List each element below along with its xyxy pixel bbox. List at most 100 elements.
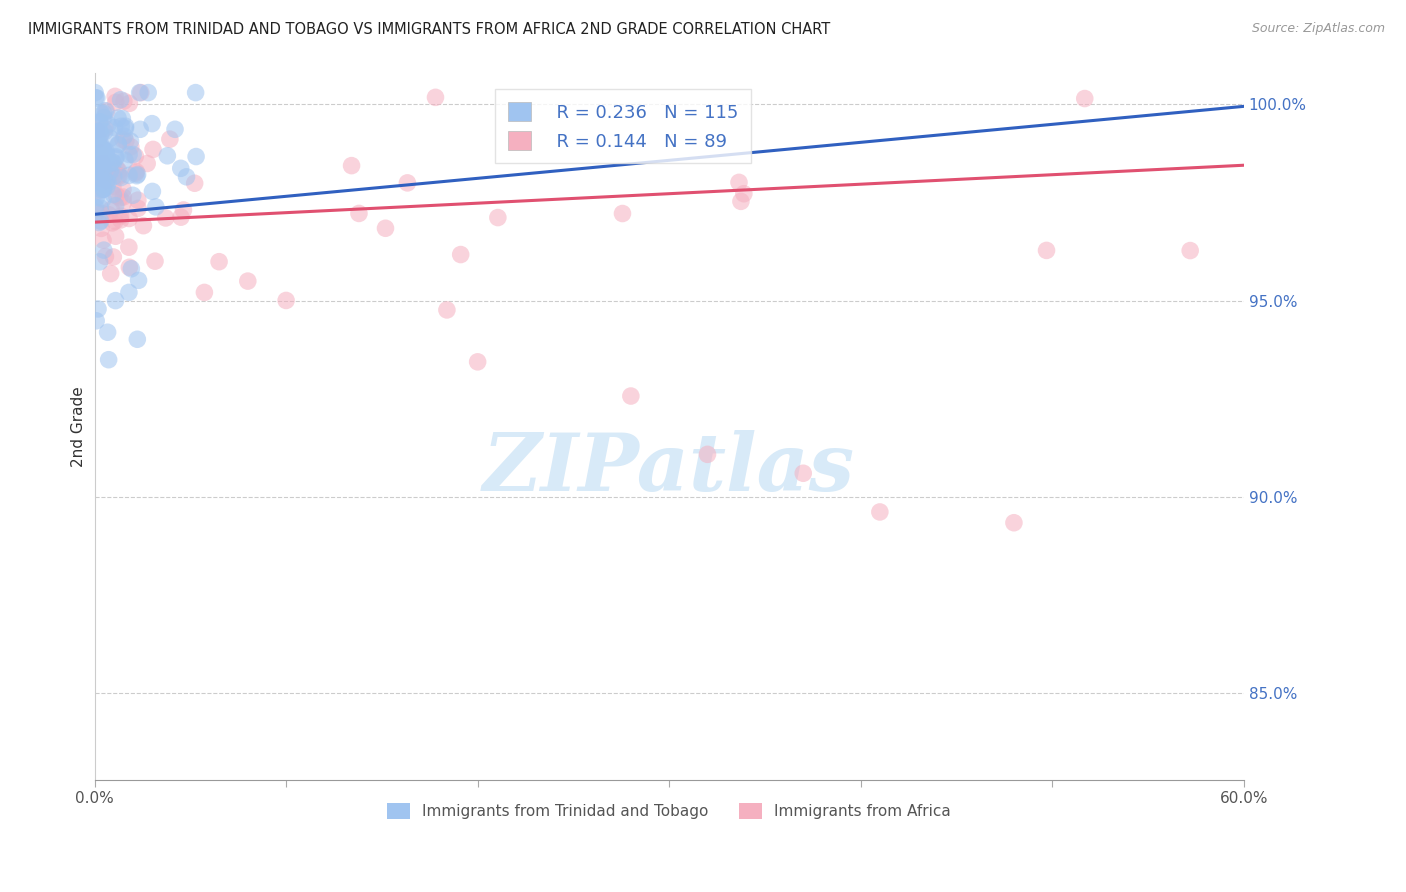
Point	[176, 169, 198, 184]
Point	[104, 120, 127, 135]
Point	[118, 285, 141, 300]
Point	[96, 174, 118, 188]
Point	[91, 156, 114, 170]
Point	[100, 156, 122, 170]
Point	[86, 184, 108, 198]
Point	[89, 201, 111, 215]
Y-axis label: 2nd Grade: 2nd Grade	[72, 386, 86, 467]
Point	[96, 152, 118, 166]
Point	[127, 168, 149, 182]
Point	[93, 182, 115, 196]
Point	[112, 195, 135, 210]
Point	[612, 206, 634, 220]
Point	[1035, 244, 1057, 258]
Point	[340, 159, 363, 173]
Point	[94, 121, 117, 136]
Point	[100, 202, 122, 217]
Point	[91, 165, 114, 179]
Point	[172, 202, 194, 217]
Point	[87, 125, 110, 139]
Point	[89, 140, 111, 154]
Point	[129, 86, 152, 100]
Point	[89, 157, 111, 171]
Text: ZIPatlas: ZIPatlas	[484, 430, 855, 508]
Point	[118, 211, 141, 226]
Point	[89, 145, 111, 160]
Point	[96, 179, 118, 194]
Point	[112, 94, 135, 108]
Point	[86, 138, 108, 153]
Point	[124, 166, 146, 180]
Point	[396, 176, 419, 190]
Point	[193, 285, 215, 300]
Point	[104, 229, 127, 244]
Point	[101, 154, 124, 169]
Point	[236, 274, 259, 288]
Point	[104, 293, 127, 308]
Point	[89, 114, 111, 128]
Point	[132, 219, 155, 233]
Point	[84, 165, 107, 179]
Point	[127, 202, 149, 216]
Point	[94, 148, 117, 162]
Point	[90, 206, 112, 220]
Point	[91, 139, 114, 153]
Point	[620, 389, 643, 403]
Point	[115, 134, 138, 148]
Point	[100, 155, 122, 169]
Point	[110, 170, 132, 185]
Point	[91, 141, 114, 155]
Point	[118, 169, 141, 183]
Point	[486, 211, 509, 225]
Point	[103, 187, 125, 202]
Point	[733, 186, 755, 201]
Point	[101, 179, 124, 194]
Point	[97, 175, 120, 189]
Point	[792, 467, 814, 481]
Point	[127, 332, 149, 346]
Point	[129, 122, 152, 136]
Point	[111, 133, 134, 147]
Point	[104, 214, 127, 228]
Point	[118, 240, 141, 254]
Point	[91, 161, 114, 176]
Point	[127, 193, 149, 207]
Point	[89, 171, 111, 186]
Point	[91, 175, 114, 189]
Point	[122, 147, 145, 161]
Point	[1180, 244, 1202, 258]
Point	[450, 247, 472, 261]
Point	[86, 176, 108, 190]
Point	[86, 190, 108, 204]
Point	[93, 125, 115, 139]
Point	[120, 261, 142, 276]
Point	[94, 103, 117, 118]
Point	[141, 185, 163, 199]
Point	[97, 117, 120, 131]
Point	[96, 172, 118, 186]
Point	[105, 189, 128, 203]
Point	[105, 150, 128, 164]
Point	[103, 250, 125, 264]
Point	[183, 176, 205, 190]
Point	[89, 255, 111, 269]
Point	[90, 106, 112, 120]
Point	[159, 132, 181, 146]
Point	[97, 208, 120, 222]
Point	[84, 151, 107, 165]
Point	[101, 216, 124, 230]
Point	[84, 201, 107, 215]
Point	[90, 141, 112, 155]
Point	[90, 128, 112, 142]
Point	[118, 147, 141, 161]
Point	[110, 120, 132, 134]
Point	[87, 132, 110, 146]
Point	[114, 153, 136, 168]
Point	[118, 96, 141, 111]
Point	[89, 153, 111, 168]
Point	[89, 149, 111, 163]
Point	[91, 182, 114, 196]
Point	[96, 147, 118, 161]
Text: Source: ZipAtlas.com: Source: ZipAtlas.com	[1251, 22, 1385, 36]
Point	[184, 86, 207, 100]
